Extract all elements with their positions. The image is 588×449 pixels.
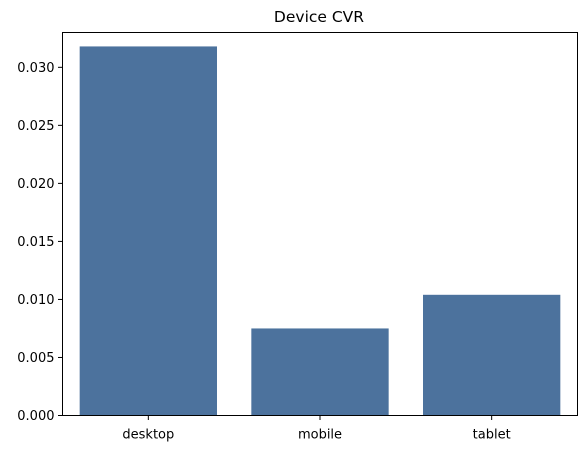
y-tick-label: 0.010: [17, 293, 54, 308]
bar-tablet: [423, 294, 561, 416]
bar-mobile: [251, 328, 389, 416]
plot-frame: [62, 32, 578, 416]
x-tick-label-mobile: mobile: [298, 428, 342, 443]
y-tick-label: 0.020: [17, 177, 54, 192]
x-tick-label-desktop: desktop: [122, 428, 174, 443]
chart-title: Device CVR: [274, 8, 364, 26]
y-tick-label: 0.005: [17, 351, 54, 366]
y-tick-label: 0.025: [17, 119, 54, 134]
y-tick-label: 0.015: [17, 235, 54, 250]
bars-layer: [79, 46, 561, 416]
bar-desktop: [79, 46, 217, 416]
y-tick-label: 0.030: [17, 61, 54, 76]
x-tick-label-tablet: tablet: [473, 428, 511, 443]
x-axis: desktop mobile tablet: [122, 415, 511, 443]
y-axis: 0.000 0.005 0.010 0.015 0.020 0.025 0.030: [17, 61, 63, 424]
y-tick-label: 0.000: [17, 409, 54, 424]
